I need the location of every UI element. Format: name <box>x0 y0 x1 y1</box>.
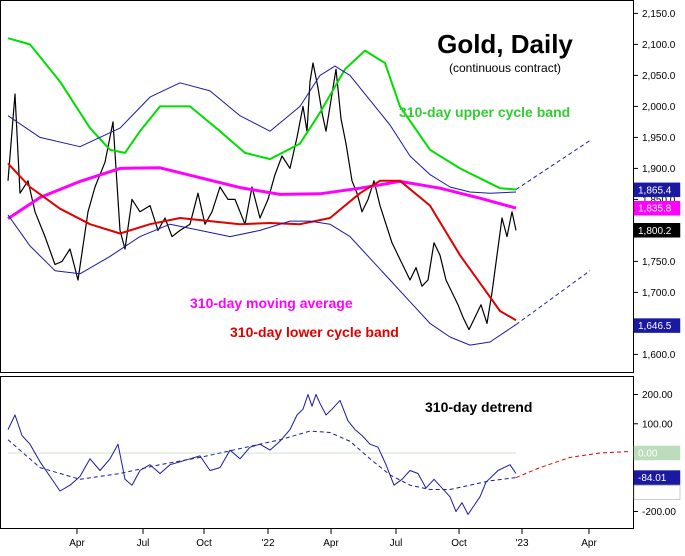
annotation-moving-average: 310-day moving average <box>190 295 353 311</box>
upper-value-badge-label: 1,865.4 <box>638 185 672 196</box>
x-tick-label: '23 <box>515 538 528 549</box>
series-lower_cycle_band <box>7 162 517 322</box>
upper-y-tick-label: 1,850.0 <box>642 195 676 206</box>
x-tick-label: Apr <box>581 538 597 549</box>
detrend-title: 310-day detrend <box>425 399 532 415</box>
upper-value-badge-label: 1,800.2 <box>638 226 672 237</box>
upper-value-badge <box>633 182 681 198</box>
x-tick-label: Oct <box>196 538 212 549</box>
x-tick-label: '22 <box>261 538 274 549</box>
upper-y-tick-label: 2,050.0 <box>642 71 676 82</box>
lower-y-tick-label: 100.00 <box>642 419 673 430</box>
annotation-upper-cycle-band: 310-day upper cycle band <box>399 104 570 120</box>
lower-value-badge-label: -133.54 <box>638 488 672 499</box>
series-outer_lower_band <box>7 214 517 346</box>
lower-panel-series <box>7 394 631 515</box>
lower-panel-frame <box>0 376 634 529</box>
lower-y-tick-label: 200.00 <box>642 390 673 401</box>
upper-value-badge-label: 1,835.8 <box>638 204 672 215</box>
lower-value-badge <box>633 445 681 461</box>
upper-value-badge-label: 1,646.5 <box>638 321 672 332</box>
upper-y-tick-label: 1,700.0 <box>642 288 676 299</box>
upper-panel-series <box>7 37 591 346</box>
upper-y-tick-label: 1,600.0 <box>642 350 676 361</box>
upper-value-badge <box>633 200 681 216</box>
projection-upper_projection <box>515 140 591 190</box>
lower-value-badge <box>633 485 681 500</box>
upper-y-tick-label: 1,900.0 <box>642 164 676 175</box>
lower-value-badge-label: 0.00 <box>638 449 658 460</box>
upper-value-badge <box>633 223 681 238</box>
series-detrend_projection <box>515 451 631 479</box>
upper-y-tick-label: 2,150.0 <box>642 9 676 20</box>
upper-y-tick-label: 1,950.0 <box>642 133 676 144</box>
x-tick-label: Apr <box>69 538 85 549</box>
projection-lower_projection <box>515 270 591 326</box>
upper-value-badge <box>633 318 681 333</box>
upper-panel-frame <box>0 0 634 373</box>
series-outer_upper_band <box>7 65 517 194</box>
upper-y-tick-label: 2,100.0 <box>642 40 676 51</box>
series-upper_cycle_band <box>7 37 517 191</box>
lower-y-tick-label: -200.00 <box>642 507 676 518</box>
series-price <box>7 62 517 331</box>
series-ma_310 <box>7 166 517 220</box>
annotation-lower-cycle-band: 310-day lower cycle band <box>230 324 399 340</box>
series-detrend <box>7 394 517 515</box>
x-tick-label: Jul <box>390 538 403 549</box>
lower-y-axis: 200.00 100.00 -200.00 <box>634 390 676 518</box>
x-tick-label: Jul <box>137 538 150 549</box>
lower-value-badge <box>633 470 681 485</box>
series-detrend_cycle <box>7 430 517 490</box>
value-badges: 1,865.4 1,835.8 1,800.2 1,646.5 0.00 -84.01 -1… <box>633 182 681 500</box>
lower-value-badge-label: -84.01 <box>638 473 667 484</box>
upper-y-tick-label: 2,000.0 <box>642 102 676 113</box>
x-axis: Apr Jul Oct '22 Apr Jul Oct '23 Apr <box>69 529 597 549</box>
upper-y-tick-label: 1,750.0 <box>642 257 676 268</box>
x-tick-label: Apr <box>323 538 339 549</box>
x-tick-label: Oct <box>451 538 467 549</box>
chart-subtitle: (continuous contract) <box>449 61 561 75</box>
chart-title: Gold, Daily <box>437 29 573 59</box>
